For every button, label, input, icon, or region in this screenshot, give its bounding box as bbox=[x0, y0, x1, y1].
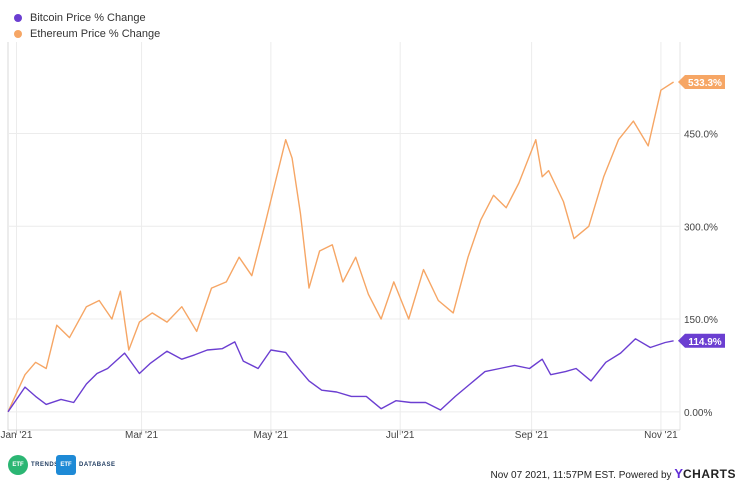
legend: Bitcoin Price % Change Ethereum Price % … bbox=[14, 10, 160, 42]
etf-trends-word: TRENDS bbox=[31, 462, 59, 468]
legend-item-ethereum[interactable]: Ethereum Price % Change bbox=[14, 26, 160, 42]
ethereum-end-tag bbox=[678, 74, 725, 89]
ethereum-end-label: 533.3% bbox=[688, 78, 722, 89]
line-chart: 0.00% 150.0% 300.0% 450.0% Jan '21 Mar '21 Ma… bbox=[1, 42, 725, 441]
etf-trends-mark: ETF bbox=[8, 455, 28, 475]
x-tick-label: May '21 bbox=[254, 430, 289, 441]
etf-database-word: DATABASE bbox=[79, 462, 116, 468]
powered-by-text: Powered by bbox=[618, 470, 672, 481]
etf-database-mark: ETF bbox=[56, 455, 76, 475]
ycharts-logo-letter[interactable]: Y bbox=[674, 466, 683, 481]
timestamp: Nov 07 2021, 11:57PM EST. bbox=[490, 470, 616, 481]
y-tick-label: 450.0% bbox=[684, 129, 718, 140]
bitcoin-end-tag bbox=[678, 333, 725, 348]
attribution: Nov 07 2021, 11:57PM EST. Powered by YCH… bbox=[491, 466, 737, 481]
ycharts-logo-word[interactable]: CHARTS bbox=[683, 467, 736, 481]
y-tick-label: 300.0% bbox=[684, 222, 718, 233]
y-tick-label: 150.0% bbox=[684, 315, 718, 326]
legend-item-bitcoin[interactable]: Bitcoin Price % Change bbox=[14, 10, 160, 26]
x-tick-label: Jul '21 bbox=[386, 430, 415, 441]
ethereum-line bbox=[7, 81, 674, 413]
x-tick-label: Sep '21 bbox=[515, 430, 549, 441]
bitcoin-end-label: 114.9% bbox=[688, 337, 721, 348]
legend-marker-ethereum bbox=[14, 30, 22, 38]
legend-label-bitcoin: Bitcoin Price % Change bbox=[30, 12, 146, 24]
bitcoin-line bbox=[7, 338, 674, 413]
series-group bbox=[7, 81, 674, 413]
etf-trends-logo[interactable]: ETF TRENDS bbox=[8, 455, 59, 475]
etf-database-logo[interactable]: ETF DATABASE bbox=[56, 455, 115, 475]
x-tick-label: Jan '21 bbox=[1, 430, 33, 441]
end-labels: 533.3% 114.9% bbox=[678, 74, 725, 348]
x-tick-label: Nov '21 bbox=[644, 430, 678, 441]
legend-label-ethereum: Ethereum Price % Change bbox=[30, 28, 161, 40]
x-axis: Jan '21 Mar '21 May '21 Jul '21 Sep '21 Nov '… bbox=[1, 429, 680, 441]
y-axis: 0.00% 150.0% 300.0% 450.0% bbox=[684, 129, 718, 418]
grid bbox=[7, 42, 681, 430]
x-tick-label: Mar '21 bbox=[125, 430, 158, 441]
legend-marker-bitcoin bbox=[14, 14, 22, 22]
y-tick-label: 0.00% bbox=[684, 408, 712, 419]
